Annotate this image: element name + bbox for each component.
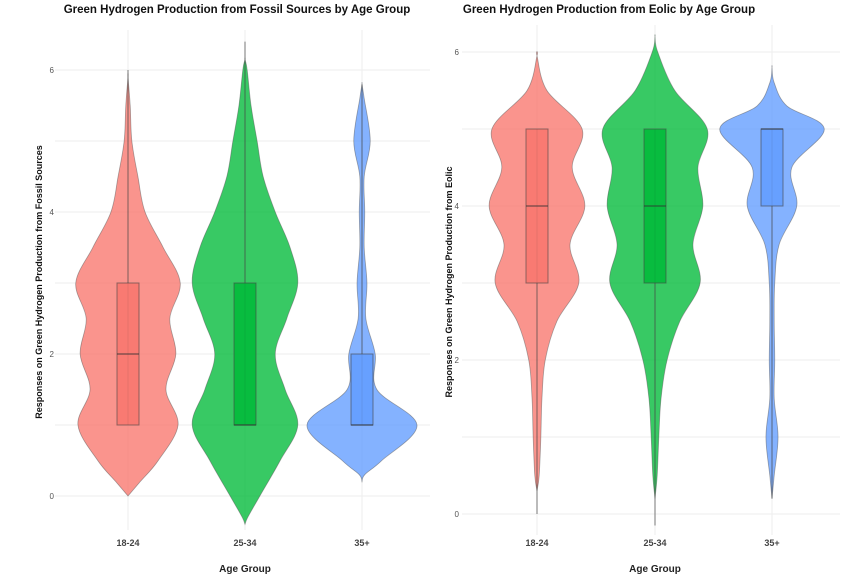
y-tick-label: 4 [455, 202, 460, 211]
x-tick-label: 18-24 [525, 538, 548, 548]
y-tick-label: 0 [455, 510, 460, 519]
panel-eolic: Green Hydrogen Production from Eolic by … [444, 4, 840, 575]
y-tick-label: 0 [50, 492, 55, 501]
chart-title: Green Hydrogen Production from Eolic by … [463, 4, 755, 16]
x-axis-title: Age Group [629, 564, 681, 575]
box-25-34 [233, 282, 257, 426]
box-35+ [350, 353, 374, 426]
panel-fossil: Green Hydrogen Production from Fossil So… [34, 4, 430, 575]
box-35+ [760, 128, 784, 207]
x-tick-label: 35+ [764, 538, 779, 548]
y-tick-label: 2 [50, 350, 55, 359]
x-tick-label: 35+ [354, 538, 369, 548]
y-tick-label: 6 [455, 48, 460, 57]
x-tick-label: 25-34 [643, 538, 666, 548]
x-tick-label: 18-24 [116, 538, 139, 548]
x-tick-label: 25-34 [233, 538, 256, 548]
y-axis-title: Responses on Green Hydrogen Production f… [34, 145, 44, 419]
x-axis-title: Age Group [219, 564, 271, 575]
y-tick-label: 4 [50, 208, 55, 217]
y-tick-label: 6 [50, 66, 55, 75]
y-tick-label: 2 [455, 356, 460, 365]
chart-title: Green Hydrogen Production from Fossil So… [64, 4, 411, 16]
y-axis-title: Responses on Green Hydrogen Production f… [444, 166, 454, 397]
